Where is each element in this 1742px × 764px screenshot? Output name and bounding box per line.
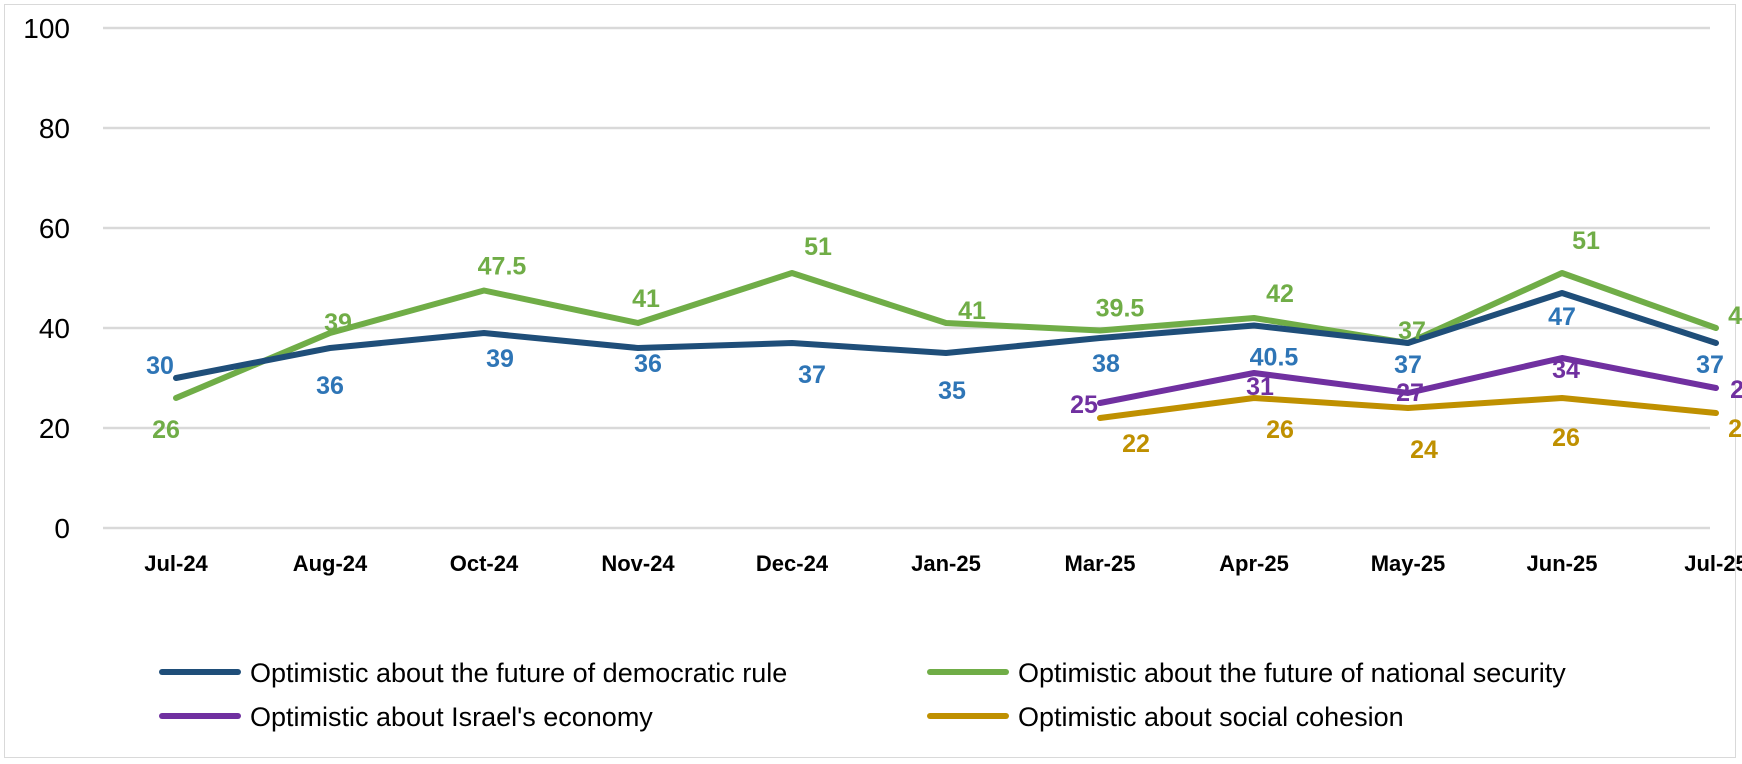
x-tick-label: Jul-25 bbox=[1684, 551, 1742, 576]
data-label: 34 bbox=[1552, 356, 1580, 384]
data-label: 37 bbox=[1696, 351, 1724, 379]
data-label: 26 bbox=[152, 416, 180, 444]
data-label: 31 bbox=[1246, 373, 1274, 401]
x-tick-label: Aug-24 bbox=[293, 551, 368, 576]
data-label: 51 bbox=[1572, 227, 1600, 255]
y-tick-label: 60 bbox=[39, 213, 70, 244]
legend-label: Optimistic about the future of national … bbox=[1018, 658, 1566, 688]
data-label: 47.5 bbox=[478, 253, 527, 281]
x-axis: Jul-24 Aug-24 Oct-24 Nov-24 Dec-24 Jan-25 Mar-… bbox=[144, 551, 1742, 576]
legend-label: Optimistic about social cohesion bbox=[1018, 702, 1404, 732]
grid-layer bbox=[103, 26, 1710, 530]
x-tick-label: Apr-25 bbox=[1219, 551, 1289, 576]
legend: Optimistic about the future of democrati… bbox=[159, 658, 1566, 732]
x-tick-label: May-25 bbox=[1371, 551, 1446, 576]
data-label: 23 bbox=[1728, 415, 1742, 443]
data-label: 37 bbox=[798, 361, 826, 389]
data-label: 40.5 bbox=[1250, 344, 1299, 372]
legend-label: Optimistic about the future of democrati… bbox=[250, 658, 787, 688]
y-tick-label: 0 bbox=[54, 513, 70, 544]
x-tick-label: Jun-25 bbox=[1527, 551, 1598, 576]
data-label: 39 bbox=[324, 309, 352, 337]
data-label: 41 bbox=[632, 285, 660, 313]
data-label: 37 bbox=[1398, 317, 1426, 345]
series-lines bbox=[173, 270, 1719, 421]
x-tick-label: Dec-24 bbox=[756, 551, 829, 576]
data-label: 22 bbox=[1122, 430, 1150, 458]
data-label: 36 bbox=[634, 350, 662, 378]
data-label: 37 bbox=[1394, 351, 1422, 379]
series-line-1 bbox=[173, 270, 1719, 401]
series-line-2 bbox=[1097, 355, 1719, 406]
data-label: 41 bbox=[958, 297, 986, 325]
data-label: 47 bbox=[1548, 303, 1576, 331]
data-label: 30 bbox=[146, 352, 174, 380]
data-label: 24 bbox=[1410, 436, 1438, 464]
data-labels: 30 36 39 36 37 35 38 40.5 37 47 37 26 39 47.5 41 51 41 39… bbox=[146, 227, 1742, 464]
series-line-3 bbox=[1097, 395, 1719, 421]
data-label: 39.5 bbox=[1096, 295, 1145, 323]
data-label: 25 bbox=[1070, 391, 1098, 419]
x-tick-label: Mar-25 bbox=[1065, 551, 1136, 576]
x-tick-label: Nov-24 bbox=[601, 551, 675, 576]
series-line-0 bbox=[173, 290, 1719, 381]
data-label: 38 bbox=[1092, 350, 1120, 378]
data-label: 42 bbox=[1266, 280, 1294, 308]
x-tick-label: Jan-25 bbox=[911, 551, 981, 576]
data-label: 39 bbox=[486, 345, 514, 373]
data-label: 36 bbox=[316, 372, 344, 400]
data-label: 26 bbox=[1552, 424, 1580, 452]
y-tick-label: 100 bbox=[23, 13, 70, 44]
data-label: 51 bbox=[804, 233, 832, 261]
y-tick-label: 20 bbox=[39, 413, 70, 444]
data-label: 35 bbox=[938, 377, 966, 405]
y-tick-label: 80 bbox=[39, 113, 70, 144]
x-tick-label: Oct-24 bbox=[450, 551, 519, 576]
data-label: 28 bbox=[1730, 376, 1742, 404]
data-label: 40 bbox=[1728, 302, 1742, 330]
data-label: 27 bbox=[1396, 379, 1424, 407]
y-tick-label: 40 bbox=[39, 313, 70, 344]
data-label: 26 bbox=[1266, 416, 1294, 444]
x-tick-label: Jul-24 bbox=[144, 551, 208, 576]
y-axis: 0 20 40 60 80 100 bbox=[23, 13, 70, 544]
legend-label: Optimistic about Israel's economy bbox=[250, 702, 653, 732]
